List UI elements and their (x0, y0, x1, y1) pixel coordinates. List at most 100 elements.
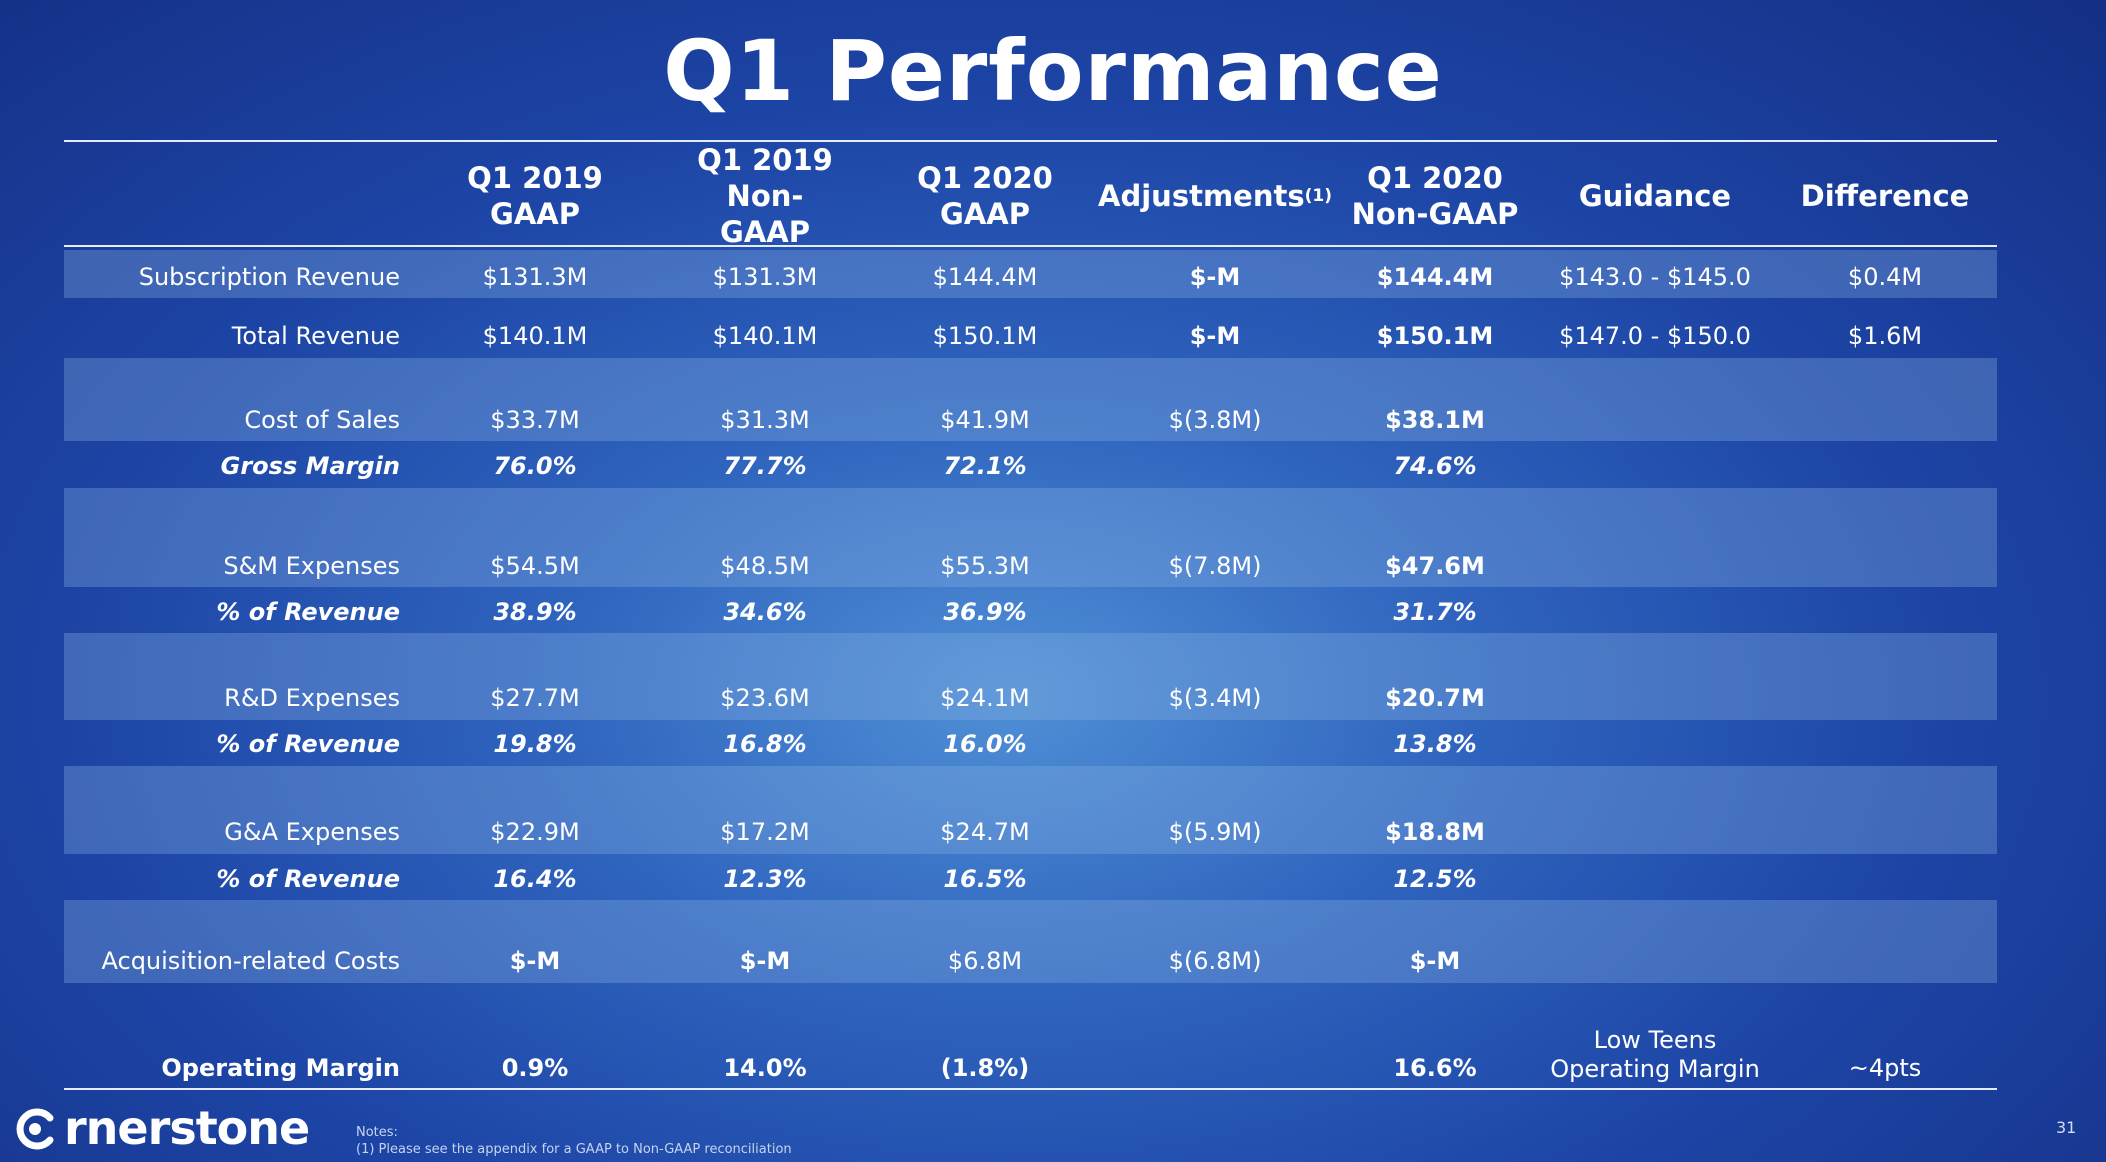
cell-q1-2020-nongaap: 16.6% (1393, 1054, 1477, 1082)
cell-q1-2019-gaap: $22.9M (490, 818, 580, 846)
band-ga-expenses (64, 766, 1997, 854)
header-top-rule (64, 140, 1997, 142)
cell-q1-2020-gaap: 72.1% (943, 452, 1027, 480)
cornerstone-logo: rnerstone (12, 1102, 310, 1154)
cell-q1-2020-nongaap: 31.7% (1393, 598, 1477, 626)
cell-q1-2020-gaap: $24.7M (940, 818, 1030, 846)
header-q1-2020-gaap: Q1 2020 GAAP (917, 161, 1053, 231)
cell-q1-2020-nongaap: $38.1M (1385, 406, 1485, 434)
row-label: Acquisition-related Costs (101, 947, 401, 975)
cell-q1-2020-nongaap: $-M (1409, 947, 1461, 975)
cell-adjustments: $(5.9M) (1168, 818, 1262, 846)
header-q1-2020-nongaap: Q1 2020 Non-GAAP (1351, 161, 1519, 231)
row-label: S&M Expenses (223, 552, 400, 580)
table-row-gross-margin: Gross Margin 76.0% 77.7% 72.1% 74.6% (0, 448, 2106, 484)
cell-q1-2019-nongaap: $-M (739, 947, 791, 975)
table-row-sm-pct-revenue: % of Revenue 38.9% 34.6% 36.9% 31.7% (0, 594, 2106, 630)
cell-adjustments: $(6.8M) (1168, 947, 1262, 975)
cell-adjustments: $-M (1189, 263, 1241, 291)
cell-q1-2020-nongaap: $18.8M (1385, 818, 1485, 846)
cell-q1-2019-nongaap: 16.8% (723, 730, 807, 758)
cell-q1-2019-gaap: 19.8% (493, 730, 577, 758)
cell-difference: $1.6M (1847, 322, 1923, 350)
cornerstone-logo-icon (16, 1108, 54, 1150)
header-adjustments-footnote: (1) (1304, 186, 1332, 206)
band-sm-expenses (64, 488, 1997, 587)
row-label: G&A Expenses (224, 818, 400, 846)
cell-q1-2019-nongaap: 12.3% (723, 865, 807, 893)
band-rd-expenses (64, 633, 1997, 720)
table-bottom-rule (64, 1088, 1997, 1090)
cell-q1-2019-nongaap: $48.5M (720, 552, 810, 580)
row-label: Cost of Sales (244, 406, 400, 434)
cell-guidance: $143.0 - $145.0 (1559, 263, 1751, 291)
cell-q1-2019-nongaap: 14.0% (723, 1054, 807, 1082)
table-row-total-revenue: Total Revenue $140.1M $140.1M $150.1M $-… (0, 318, 2106, 354)
cell-q1-2020-gaap: $144.4M (932, 263, 1038, 291)
table-row-acquisition-costs: Acquisition-related Costs $-M $-M $6.8M … (0, 943, 2106, 979)
cell-q1-2020-gaap: (1.8%) (940, 1054, 1030, 1082)
header-guidance: Guidance (1578, 179, 1732, 213)
header-bottom-rule (64, 245, 1997, 247)
cell-q1-2019-gaap: $131.3M (482, 263, 588, 291)
cell-q1-2019-nongaap: $23.6M (720, 684, 810, 712)
cell-guidance: $147.0 - $150.0 (1559, 322, 1751, 350)
page-number: 31 (2056, 1118, 2077, 1137)
notes-heading: Notes: (356, 1125, 398, 1140)
page-title: Q1 Performance (663, 22, 1443, 120)
table-row-subscription-revenue: Subscription Revenue $131.3M $131.3M $14… (0, 259, 2106, 295)
cell-q1-2020-gaap: $41.9M (940, 406, 1030, 434)
cell-q1-2020-gaap: $6.8M (947, 947, 1023, 975)
cell-q1-2020-nongaap: $20.7M (1385, 684, 1485, 712)
cell-q1-2019-gaap: $27.7M (490, 684, 580, 712)
cell-q1-2020-nongaap: $150.1M (1376, 322, 1494, 350)
cell-q1-2019-gaap: 16.4% (493, 865, 577, 893)
cell-q1-2020-nongaap: $47.6M (1385, 552, 1485, 580)
row-label: Subscription Revenue (138, 263, 400, 291)
cell-adjustments: $-M (1189, 322, 1241, 350)
cell-q1-2019-gaap: 38.9% (493, 598, 577, 626)
header-difference: Difference (1800, 179, 1970, 213)
row-label: Gross Margin (220, 452, 400, 480)
footnotes: Notes: (1) Please see the appendix for a… (356, 1124, 792, 1158)
cell-q1-2019-nongaap: $140.1M (712, 322, 818, 350)
table-row-rd-expenses: R&D Expenses $27.7M $23.6M $24.1M $(3.4M… (0, 680, 2106, 716)
cell-difference: ~4pts (1848, 1054, 1922, 1082)
cell-q1-2020-nongaap: 74.6% (1393, 452, 1477, 480)
table-row-ga-expenses: G&A Expenses $22.9M $17.2M $24.7M $(5.9M… (0, 814, 2106, 850)
notes-line-1: (1) Please see the appendix for a GAAP t… (356, 1142, 792, 1157)
cell-q1-2019-nongaap: 34.6% (723, 598, 807, 626)
header-q1-2019-gaap: Q1 2019 GAAP (467, 161, 603, 231)
cell-q1-2019-nongaap: $17.2M (720, 818, 810, 846)
header-adjustments: Adjustments (1) (1098, 150, 1332, 242)
cell-q1-2020-nongaap: 13.8% (1393, 730, 1477, 758)
table-row-cost-of-sales: Cost of Sales $33.7M $31.3M $41.9M $(3.8… (0, 402, 2106, 438)
band-subscription-revenue (64, 250, 1997, 298)
cell-q1-2020-gaap: $24.1M (940, 684, 1030, 712)
cell-adjustments: $(3.4M) (1168, 684, 1262, 712)
table-row-rd-pct-revenue: % of Revenue 19.8% 16.8% 16.0% 13.8% (0, 726, 2106, 762)
cell-q1-2020-gaap: $55.3M (940, 552, 1030, 580)
band-acquisition-costs (64, 900, 1997, 983)
band-cost-of-sales (64, 358, 1997, 441)
cell-q1-2019-gaap: 76.0% (493, 452, 577, 480)
table-row-ga-pct-revenue: % of Revenue 16.4% 12.3% 16.5% 12.5% (0, 861, 2106, 897)
cell-q1-2019-gaap: $54.5M (490, 552, 580, 580)
cell-q1-2020-gaap: 36.9% (943, 598, 1027, 626)
header-adjustments-label: Adjustments (1098, 179, 1305, 213)
cell-q1-2019-gaap: 0.9% (501, 1054, 569, 1082)
header-q1-2019-nongaap: Q1 2019 Non- GAAP (697, 143, 833, 249)
cell-q1-2019-nongaap: $31.3M (720, 406, 810, 434)
cell-q1-2019-gaap: $-M (509, 947, 561, 975)
row-label: Total Revenue (231, 322, 400, 350)
table-row-operating-margin: Operating Margin 0.9% 14.0% (1.8%) 16.6%… (0, 1026, 2106, 1086)
row-label: % of Revenue (216, 865, 400, 893)
cell-q1-2019-nongaap: 77.7% (723, 452, 807, 480)
cell-q1-2020-gaap: 16.0% (943, 730, 1027, 758)
row-label: % of Revenue (216, 598, 400, 626)
row-label: R&D Expenses (224, 684, 400, 712)
cell-q1-2020-gaap: $150.1M (932, 322, 1038, 350)
cell-adjustments: $(7.8M) (1168, 552, 1262, 580)
cell-guidance: Low Teens Operating Margin (1550, 1026, 1760, 1083)
cell-difference: $0.4M (1847, 263, 1923, 291)
